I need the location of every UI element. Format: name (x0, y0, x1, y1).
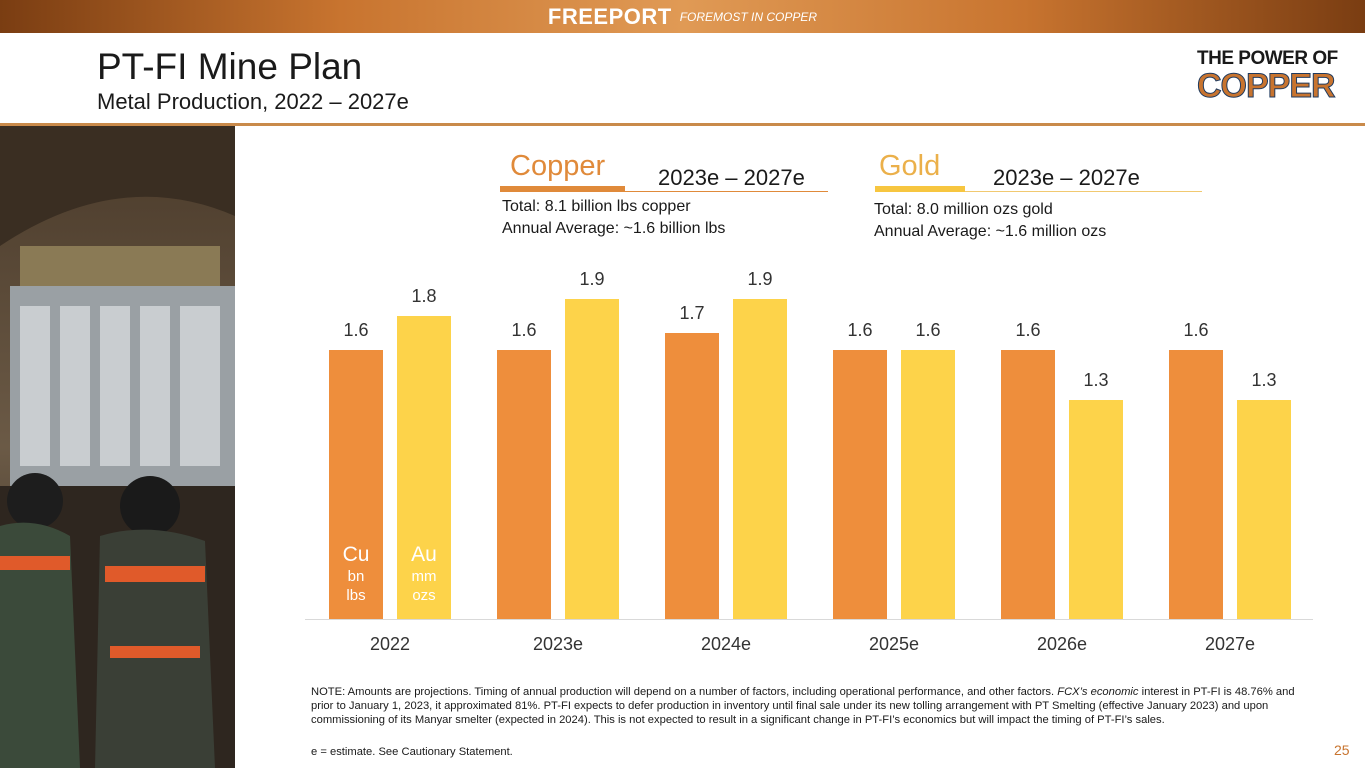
freeport-brand: FREEPORT (547, 3, 672, 29)
footnote-text: NOTE: Amounts are projections. Timing of… (311, 685, 1311, 727)
top-banner (0, 0, 1365, 33)
banner-tagline: FOREMOST IN COPPER (679, 9, 818, 24)
au-bar-2024e (733, 299, 787, 619)
copper-section-accent (500, 186, 625, 192)
gold-section-rule (875, 191, 1202, 192)
cu-bar-2023e (497, 349, 551, 619)
cu-bar-2024e (665, 332, 719, 619)
au-unit-line2: ozs (412, 587, 436, 604)
cu-unit-line2: lbs (346, 587, 366, 604)
logo-line2: COPPER (1197, 67, 1337, 105)
estimate-note: e = estimate. See Cautionary Statement. (311, 746, 513, 758)
au-series-name: Au (411, 543, 437, 566)
x-tick-label-2026e: 2026e (1036, 634, 1088, 654)
cu-value-label-2024e: 1.7 (679, 302, 705, 323)
au-value-label-2023e: 1.9 (579, 269, 605, 289)
au-bar-2023e (565, 299, 619, 619)
cu-bar-2022 (329, 349, 383, 619)
copper-total: Total: 8.1 billion lbs copper (502, 198, 691, 215)
banner-text: FREEPORT FOREMOST IN COPPER (0, 0, 1365, 33)
gold-total: Total: 8.0 million ozs gold (874, 201, 1053, 218)
page-subtitle: Metal Production, 2022 – 2027e (97, 89, 409, 114)
au-value-label-2025e: 1.6 (915, 319, 941, 340)
x-tick-label-2027e: 2027e (1204, 634, 1256, 654)
x-tick-label-2024e: 2024e (700, 634, 752, 654)
x-tick-label-2022: 2022 (369, 634, 411, 654)
au-value-label-2022: 1.8 (411, 285, 437, 306)
cu-value-label-2026e: 1.6 (1015, 319, 1041, 340)
page-title: PT-FI Mine Plan (97, 46, 363, 87)
copper-section-rule (500, 191, 828, 192)
copper-section-range: 2023e – 2027e (658, 165, 805, 190)
au-value-label-2027e: 1.3 (1251, 370, 1277, 391)
cu-value-label-2023e: 1.6 (511, 319, 537, 340)
x-tick-label-2025e: 2025e (868, 634, 920, 654)
gold-section-label: Gold (879, 150, 941, 182)
gold-average: Annual Average: ~1.6 million ozs (874, 223, 1107, 240)
cu-inbar-label: Cu bn lbs (329, 543, 383, 605)
gold-section-accent (875, 186, 965, 192)
au-bar-2022 (397, 315, 451, 619)
cu-series-name: Cu (342, 543, 370, 566)
au-bar-2026e (1069, 400, 1123, 619)
cu-bar-2027e (1169, 349, 1223, 619)
cu-value-label-2027e: 1.6 (1183, 319, 1209, 340)
footnote-plain: NOTE: Amounts are projections. Timing of… (311, 686, 1058, 698)
gold-section-range: 2023e – 2027e (993, 165, 1140, 190)
footnote-rest: interest in PT-FI is 48.76% and prior to… (311, 686, 1295, 726)
logo-line1: THE POWER OF (1197, 48, 1338, 69)
cu-bar-2025e (833, 349, 887, 619)
page-number: 25 (1334, 742, 1350, 758)
cu-value-label-2025e: 1.6 (847, 319, 873, 340)
au-value-label-2026e: 1.3 (1083, 370, 1109, 391)
au-inbar-label: Au mm ozs (397, 543, 451, 605)
power-of-copper-logo: THE POWER OF COPPER (1197, 48, 1355, 108)
cu-unit-line1: bn (347, 568, 365, 585)
footnote-italic: FCX’s economic (1057, 686, 1139, 698)
header-rule (0, 123, 1365, 126)
au-unit-line1: mm (411, 568, 437, 585)
x-tick-label-2023e: 2023e (532, 634, 584, 654)
copper-section-label: Copper (510, 150, 606, 182)
mine-photo (0, 126, 235, 768)
cu-value-label-2022: 1.6 (343, 319, 369, 340)
au-bar-2027e (1237, 400, 1291, 619)
x-axis-line (305, 619, 1313, 620)
au-value-label-2024e: 1.9 (747, 269, 773, 289)
au-bar-2025e (901, 349, 955, 619)
copper-average: Annual Average: ~1.6 billion lbs (502, 220, 726, 237)
cu-bar-2026e (1001, 349, 1055, 619)
